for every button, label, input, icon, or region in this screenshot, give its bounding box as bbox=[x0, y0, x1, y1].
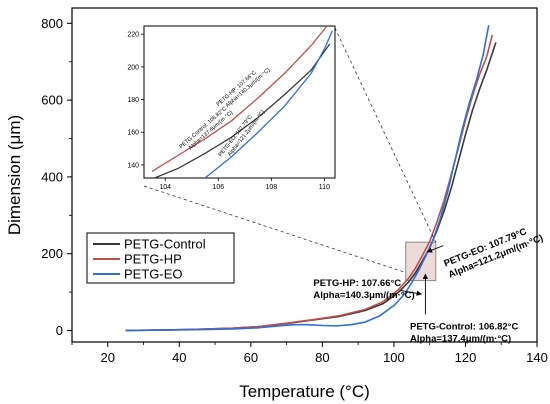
inset-x-tick-label: 106 bbox=[212, 184, 224, 191]
inset-y-tick-label: 140 bbox=[127, 162, 139, 169]
inset-series-line-petg-control bbox=[154, 43, 331, 178]
inset-y-tick-label: 180 bbox=[127, 97, 139, 104]
legend-label: PETG-Control bbox=[124, 237, 206, 252]
x-tick-label: 60 bbox=[244, 350, 258, 365]
x-tick-label: 100 bbox=[383, 350, 405, 365]
y-tick-label: 200 bbox=[41, 246, 63, 261]
inset-connector-line bbox=[143, 185, 406, 273]
legend-label: PETG-EO bbox=[124, 267, 183, 282]
main-plot-frame bbox=[71, 7, 538, 343]
x-tick-label: 120 bbox=[455, 350, 477, 365]
legend-label: PETG-HP bbox=[124, 252, 182, 267]
inset-x-ticks: 104 106 108 110 bbox=[159, 178, 330, 191]
main-y-ticks: 0 200 400 600 800 bbox=[41, 16, 72, 338]
y-tick-label: 800 bbox=[41, 16, 63, 31]
annotation-line2: Alpha=137.4μm/(m·°C) bbox=[410, 333, 511, 344]
annotation-line2: Alpha=140.3μm/(m·°C) bbox=[313, 290, 414, 301]
y-tick-label: 400 bbox=[41, 169, 63, 184]
annotation-line1: PETG-HP: 107.66°C bbox=[313, 278, 401, 289]
x-tick-label: 80 bbox=[315, 350, 329, 365]
y-axis-label: Dimension (μm) bbox=[5, 115, 24, 235]
annotation-arrow bbox=[401, 290, 422, 296]
inset-x-tick-label: 110 bbox=[319, 184, 330, 191]
inset-x-tick-label: 108 bbox=[265, 184, 277, 191]
inset-y-tick-label: 200 bbox=[127, 64, 139, 71]
x-tick-label: 20 bbox=[101, 350, 115, 365]
x-tick-label: 40 bbox=[172, 350, 186, 365]
main-series-group bbox=[125, 25, 497, 332]
x-tick-label: 140 bbox=[526, 350, 548, 365]
inset-y-tick-label: 220 bbox=[127, 32, 139, 39]
main-x-ticks: 20 40 60 80 100 120 140 bbox=[71, 342, 548, 365]
inset-plot-frame bbox=[143, 25, 336, 179]
inset-series-group bbox=[151, 26, 333, 178]
inset-x-tick-label: 104 bbox=[159, 184, 171, 191]
annotation-line1: PETG-Control: 106.82°C bbox=[410, 321, 518, 332]
y-tick-label: 600 bbox=[41, 93, 63, 108]
inset-series-line-petg-eo bbox=[204, 30, 333, 178]
inset-y-tick-label: 160 bbox=[127, 130, 139, 137]
y-tick-label: 0 bbox=[56, 323, 63, 338]
x-axis-label: Temperature (°C) bbox=[239, 382, 370, 401]
inset-y-ticks: 140 160 180 200 220 bbox=[127, 32, 144, 169]
series-line-petg-eo bbox=[125, 25, 490, 332]
annotation-arrow bbox=[426, 245, 444, 253]
inset-series-line-petg-hp bbox=[151, 26, 328, 173]
annotation: PETG-Control: 106.82°CAlpha=137.4μm/(m·°… bbox=[410, 321, 518, 344]
